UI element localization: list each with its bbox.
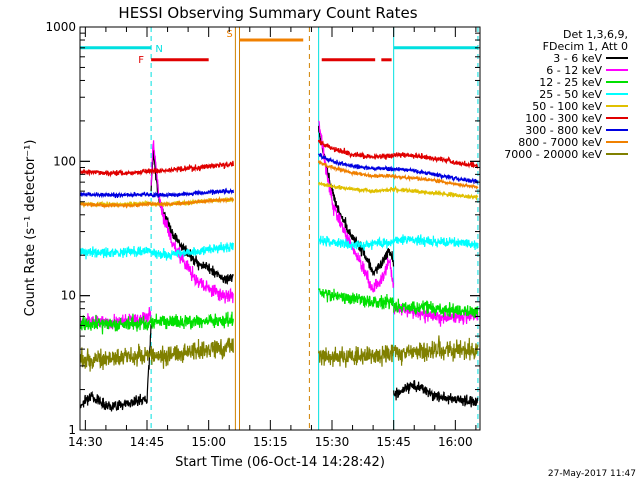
y-tick-label: 1 bbox=[68, 423, 76, 437]
series-line-segment bbox=[393, 185, 479, 201]
y-tick-label: 100 bbox=[53, 154, 76, 168]
flag-label-S: S bbox=[226, 29, 232, 40]
legend-entry-label: 50 - 100 keV bbox=[532, 100, 602, 113]
series-100-300-keV bbox=[80, 139, 479, 178]
x-tick-label: 16:00 bbox=[438, 435, 473, 449]
series-7000-20000-keV bbox=[80, 335, 479, 372]
series-line-segment bbox=[80, 245, 152, 260]
series-line-segment bbox=[150, 196, 234, 208]
series-line-segment bbox=[318, 159, 395, 180]
series-line-segment bbox=[150, 147, 234, 285]
series-line-segment bbox=[318, 181, 395, 194]
plot-frame bbox=[79, 26, 481, 431]
series-line-segment bbox=[150, 242, 234, 261]
x-tick-label: 15:15 bbox=[253, 435, 288, 449]
legend-entry-label: 7000 - 20000 keV bbox=[504, 148, 602, 161]
series-line-segment bbox=[318, 344, 395, 368]
series-line-segment bbox=[150, 187, 234, 199]
series-layer bbox=[80, 120, 479, 412]
flag-label-F: F bbox=[138, 55, 144, 66]
legend-entry-label: 300 - 800 keV bbox=[525, 124, 602, 137]
legend-header-line: FDecim 1, Att 0 bbox=[543, 40, 628, 53]
series-line-segment bbox=[80, 201, 152, 209]
series-25-50-keV bbox=[80, 234, 479, 261]
x-tick-label: 15:30 bbox=[315, 435, 350, 449]
legend-entry-label: 6 - 12 keV bbox=[546, 64, 602, 77]
series-line-segment bbox=[393, 173, 479, 191]
series-line-segment bbox=[318, 120, 395, 293]
series-line-segment bbox=[150, 311, 234, 330]
x-tick-label: 14:30 bbox=[68, 435, 103, 449]
series-line-segment bbox=[80, 167, 152, 178]
series-line-segment bbox=[318, 153, 395, 172]
legend-header-line: Det 1,3,6,9, bbox=[563, 28, 628, 41]
series-line-segment bbox=[80, 324, 152, 412]
legend-entry-label: 12 - 25 keV bbox=[539, 76, 602, 89]
x-axis-label: Start Time (06-Oct-14 14:28:42) bbox=[175, 455, 385, 470]
series-line-segment bbox=[318, 288, 395, 310]
flag-label-N: N bbox=[155, 44, 162, 55]
series-line-segment bbox=[150, 160, 234, 175]
legend-entry-label: 100 - 300 keV bbox=[525, 112, 602, 125]
series-line-segment bbox=[393, 380, 479, 408]
legend-entry-label: 800 - 7000 keV bbox=[518, 136, 602, 149]
series-6-12-keV bbox=[80, 120, 479, 330]
series-line-segment bbox=[150, 195, 234, 208]
series-3-6-keV bbox=[80, 125, 479, 412]
y-axis-label: Count Rate (s⁻¹ detector⁻¹) bbox=[23, 140, 38, 317]
legend-entry-label: 3 - 6 keV bbox=[553, 52, 602, 65]
x-tick-label: 15:45 bbox=[376, 435, 411, 449]
series-line-segment bbox=[393, 303, 479, 327]
series-line-segment bbox=[393, 335, 479, 366]
series-line-segment bbox=[318, 139, 395, 160]
series-line-segment bbox=[150, 337, 234, 369]
flags-layer: NF S bbox=[80, 29, 478, 66]
series-line-segment bbox=[150, 140, 234, 304]
footer-timestamp: 27-May-2017 11:47 bbox=[548, 469, 636, 479]
series-line-segment bbox=[393, 298, 479, 319]
series-line-segment bbox=[393, 151, 479, 169]
y-tick-label: 1000 bbox=[45, 20, 76, 34]
legend-entry-label: 25 - 50 keV bbox=[539, 88, 602, 101]
x-tick-label: 14:45 bbox=[130, 435, 165, 449]
series-800-7000-keV bbox=[80, 159, 479, 209]
series-line-segment bbox=[80, 313, 152, 335]
series-12-25-keV bbox=[80, 288, 479, 335]
series-line-segment bbox=[393, 234, 479, 251]
series-line-segment bbox=[80, 191, 152, 199]
x-axis: 14:30 14:45 15:00 15:15 15:30 15:45 16:00 bbox=[68, 27, 477, 449]
series-300-800-keV bbox=[80, 153, 479, 199]
series-line-segment bbox=[318, 235, 395, 251]
series-line-segment bbox=[80, 343, 152, 372]
y-axis: 1 10 100 1000 bbox=[45, 20, 480, 437]
x-tick-label: 15:00 bbox=[191, 435, 226, 449]
y-tick-label: 10 bbox=[61, 289, 76, 303]
series-line-segment bbox=[393, 166, 479, 184]
time-markers bbox=[80, 27, 479, 430]
chart-title: HESSI Observing Summary Count Rates bbox=[118, 4, 417, 22]
